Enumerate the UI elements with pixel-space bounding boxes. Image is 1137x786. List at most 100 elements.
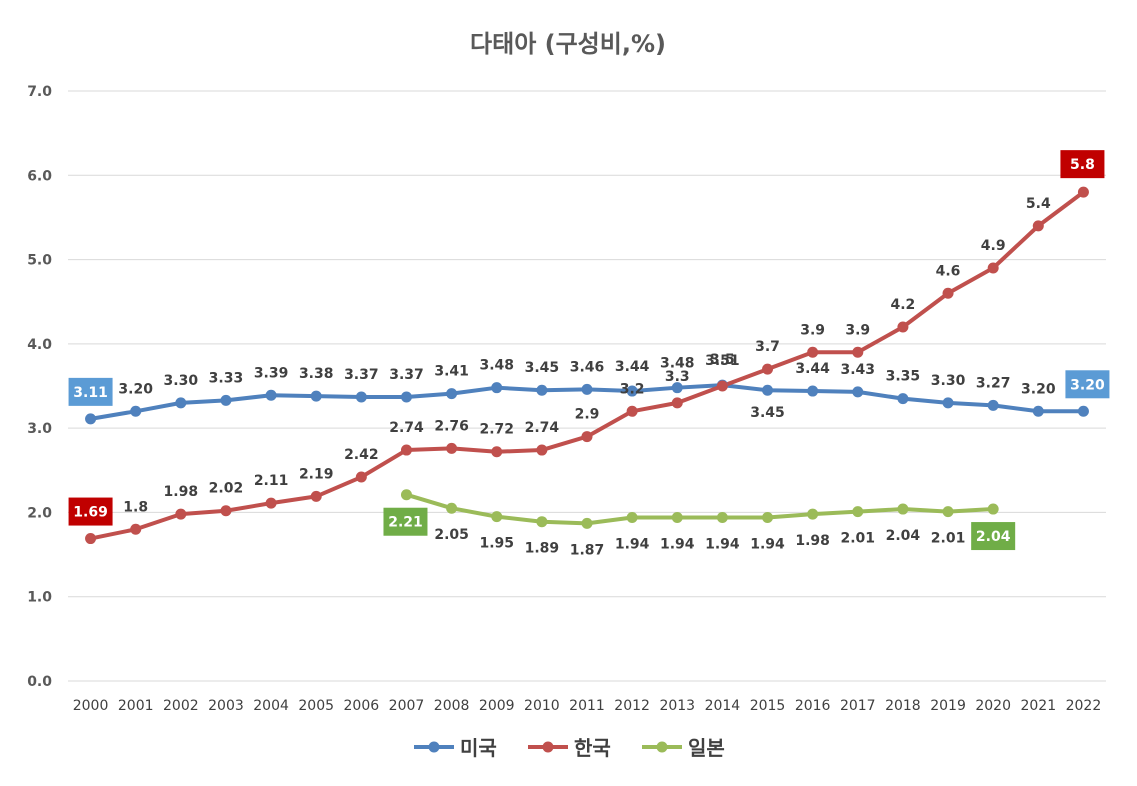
data-label: 3.20 bbox=[118, 381, 153, 397]
data-label: 4.6 bbox=[936, 263, 961, 279]
x-tick-label: 2021 bbox=[1020, 698, 1056, 714]
data-label: 3.5 bbox=[710, 352, 735, 368]
data-point bbox=[310, 490, 322, 502]
y-tick-label: 2.0 bbox=[27, 505, 52, 521]
data-point bbox=[536, 384, 548, 396]
data-label: 5.4 bbox=[1026, 196, 1051, 212]
y-tick-label: 3.0 bbox=[27, 421, 52, 437]
data-point bbox=[220, 505, 232, 517]
data-point bbox=[355, 391, 367, 403]
data-label: 3.46 bbox=[570, 359, 605, 375]
data-label: 3.44 bbox=[615, 359, 650, 375]
data-point bbox=[897, 393, 909, 405]
data-point bbox=[1032, 220, 1044, 232]
data-point bbox=[852, 386, 864, 398]
legend-label: 한국 bbox=[574, 736, 611, 760]
series-line-japan bbox=[404, 492, 996, 526]
data-point bbox=[762, 384, 774, 396]
legend-label: 일본 bbox=[688, 736, 725, 760]
data-point bbox=[491, 382, 503, 394]
data-point bbox=[536, 444, 548, 456]
data-label: 2.01 bbox=[931, 531, 966, 547]
data-label: 2.42 bbox=[344, 447, 379, 463]
x-tick-label: 2016 bbox=[795, 698, 831, 714]
data-label: 1.98 bbox=[164, 484, 199, 500]
data-label: 1.89 bbox=[525, 541, 560, 557]
x-tick-label: 2010 bbox=[524, 698, 560, 714]
data-label: 1.95 bbox=[479, 536, 514, 552]
legend: 미국 한국 일본 bbox=[414, 736, 725, 760]
data-label: 3.20 bbox=[1070, 377, 1105, 393]
data-point bbox=[1032, 405, 1044, 417]
x-tick-label: 2008 bbox=[434, 698, 470, 714]
data-label: 4.9 bbox=[981, 238, 1006, 254]
data-label: 2.76 bbox=[434, 418, 469, 434]
data-point bbox=[807, 385, 819, 397]
data-label: 3.33 bbox=[209, 370, 244, 386]
legend-swatch-marker bbox=[542, 741, 554, 753]
x-tick-label: 2017 bbox=[840, 698, 876, 714]
data-point bbox=[310, 390, 322, 402]
legend-swatch-marker bbox=[656, 741, 668, 753]
x-tick-label: 2020 bbox=[975, 698, 1011, 714]
data-point bbox=[626, 405, 638, 417]
data-point bbox=[671, 382, 683, 394]
data-point bbox=[85, 413, 97, 425]
data-label: 3.37 bbox=[344, 367, 379, 383]
data-point bbox=[626, 385, 638, 397]
data-label: 3.9 bbox=[800, 322, 825, 338]
data-point bbox=[716, 511, 728, 523]
data-point bbox=[581, 431, 593, 443]
chart-title: 다태아 (구성비,%) bbox=[470, 30, 666, 58]
highlight-label-box bbox=[1065, 370, 1110, 399]
data-label: 3.9 bbox=[845, 322, 870, 338]
x-tick-label: 2005 bbox=[298, 698, 334, 714]
data-label: 3.30 bbox=[164, 373, 199, 389]
data-label: 2.74 bbox=[389, 420, 424, 436]
data-label: 5.8 bbox=[1070, 157, 1095, 173]
data-label: 2.04 bbox=[886, 528, 921, 544]
data-label: 3.39 bbox=[254, 365, 289, 381]
data-label: 3.37 bbox=[389, 367, 424, 383]
x-tick-label: 2001 bbox=[118, 698, 154, 714]
data-label: 3.35 bbox=[886, 369, 921, 385]
series-points bbox=[85, 186, 1089, 545]
data-label: 3.44 bbox=[795, 361, 830, 377]
data-label: 2.19 bbox=[299, 466, 334, 482]
data-point bbox=[355, 471, 367, 483]
data-point bbox=[942, 397, 954, 409]
x-tick-label: 2022 bbox=[1066, 698, 1102, 714]
data-point bbox=[807, 508, 819, 520]
highlight-label-box bbox=[971, 522, 1016, 551]
data-point bbox=[807, 346, 819, 358]
data-label: 3.45 bbox=[525, 360, 560, 376]
data-point bbox=[897, 321, 909, 333]
data-label: 3.20 bbox=[1021, 381, 1056, 397]
data-label: 1.94 bbox=[660, 536, 695, 552]
data-label: 2.11 bbox=[254, 473, 289, 489]
data-label: 1.69 bbox=[73, 505, 108, 521]
data-point bbox=[942, 287, 954, 299]
x-tick-label: 2012 bbox=[614, 698, 650, 714]
data-point bbox=[1077, 186, 1089, 198]
x-tick-label: 2019 bbox=[930, 698, 966, 714]
data-point bbox=[762, 363, 774, 375]
data-label: 3.2 bbox=[620, 381, 645, 397]
y-axis: 0.0 1.0 2.0 3.0 4.0 5.0 6.0 7.0 bbox=[27, 84, 52, 690]
data-label: 2.74 bbox=[525, 420, 560, 436]
data-label: 1.87 bbox=[570, 542, 605, 558]
data-point bbox=[536, 516, 548, 528]
data-point bbox=[400, 444, 412, 456]
y-tick-label: 0.0 bbox=[27, 674, 52, 690]
data-label: 1.98 bbox=[795, 533, 830, 549]
data-point bbox=[400, 489, 412, 501]
data-point bbox=[581, 383, 593, 395]
data-point bbox=[400, 391, 412, 403]
x-axis: 2000 2001 2002 2003 2004 2005 2006 2007 2008 2009… bbox=[73, 698, 1102, 714]
grid-layer bbox=[68, 90, 1106, 682]
x-tick-label: 2006 bbox=[344, 698, 380, 714]
data-point bbox=[626, 511, 638, 523]
y-tick-label: 5.0 bbox=[27, 253, 52, 269]
